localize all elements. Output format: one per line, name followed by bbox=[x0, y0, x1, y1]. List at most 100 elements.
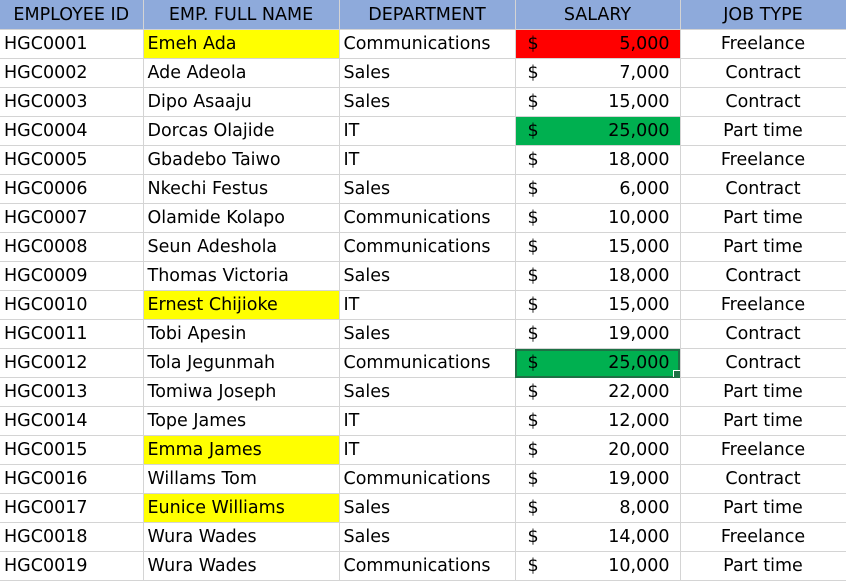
cell-salary[interactable]: $15,000 bbox=[515, 232, 681, 262]
cell-full-name[interactable]: Dipo Asaaju bbox=[143, 87, 340, 117]
cell-job-type[interactable]: Contract bbox=[680, 319, 846, 349]
cell-salary[interactable]: $18,000 bbox=[515, 145, 681, 175]
cell-department[interactable]: IT bbox=[339, 290, 516, 320]
cell-full-name[interactable]: Thomas Victoria bbox=[143, 261, 340, 291]
cell-department[interactable]: Sales bbox=[339, 319, 516, 349]
cell-employee-id[interactable]: HGC0004 bbox=[0, 116, 144, 146]
header-employee-id[interactable]: EMPLOYEE ID bbox=[0, 0, 144, 30]
cell-full-name[interactable]: Emma James bbox=[143, 435, 340, 465]
cell-job-type[interactable]: Contract bbox=[680, 261, 846, 291]
cell-salary[interactable]: $7,000 bbox=[515, 58, 681, 88]
cell-employee-id[interactable]: HGC0017 bbox=[0, 493, 144, 523]
cell-full-name[interactable]: Gbadebo Taiwo bbox=[143, 145, 340, 175]
cell-department[interactable]: Sales bbox=[339, 261, 516, 291]
cell-full-name[interactable]: Emeh Ada bbox=[143, 29, 340, 59]
cell-full-name[interactable]: Seun Adeshola bbox=[143, 232, 340, 262]
cell-department[interactable]: Sales bbox=[339, 174, 516, 204]
cell-department[interactable]: Sales bbox=[339, 87, 516, 117]
cell-employee-id[interactable]: HGC0008 bbox=[0, 232, 144, 262]
cell-salary[interactable]: $19,000 bbox=[515, 464, 681, 494]
cell-employee-id[interactable]: HGC0018 bbox=[0, 522, 144, 552]
cell-salary[interactable]: $10,000 bbox=[515, 551, 681, 581]
cell-full-name[interactable]: Olamide Kolapo bbox=[143, 203, 340, 233]
cell-job-type[interactable]: Part time bbox=[680, 406, 846, 436]
cell-job-type[interactable]: Contract bbox=[680, 87, 846, 117]
cell-salary[interactable]: $8,000 bbox=[515, 493, 681, 523]
cell-full-name[interactable]: Wura Wades bbox=[143, 551, 340, 581]
cell-employee-id[interactable]: HGC0015 bbox=[0, 435, 144, 465]
cell-full-name[interactable]: Wura Wades bbox=[143, 522, 340, 552]
cell-department[interactable]: IT bbox=[339, 116, 516, 146]
cell-full-name[interactable]: Tomiwa Joseph bbox=[143, 377, 340, 407]
cell-department[interactable]: Sales bbox=[339, 522, 516, 552]
cell-job-type[interactable]: Part time bbox=[680, 493, 846, 523]
cell-salary[interactable]: $5,000 bbox=[515, 29, 681, 59]
cell-department[interactable]: Sales bbox=[339, 493, 516, 523]
cell-job-type[interactable]: Part time bbox=[680, 377, 846, 407]
cell-employee-id[interactable]: HGC0019 bbox=[0, 551, 144, 581]
cell-employee-id[interactable]: HGC0012 bbox=[0, 348, 144, 378]
cell-employee-id[interactable]: HGC0002 bbox=[0, 58, 144, 88]
cell-salary[interactable]: $12,000 bbox=[515, 406, 681, 436]
fill-handle[interactable] bbox=[672, 370, 679, 377]
cell-job-type[interactable]: Freelance bbox=[680, 29, 846, 59]
cell-department[interactable]: Communications bbox=[339, 464, 516, 494]
cell-full-name[interactable]: Tope James bbox=[143, 406, 340, 436]
cell-salary[interactable]: $22,000 bbox=[515, 377, 681, 407]
cell-job-type[interactable]: Freelance bbox=[680, 145, 846, 175]
cell-salary[interactable]: $25,000 bbox=[515, 348, 681, 378]
cell-job-type[interactable]: Freelance bbox=[680, 435, 846, 465]
cell-employee-id[interactable]: HGC0010 bbox=[0, 290, 144, 320]
cell-job-type[interactable]: Part time bbox=[680, 551, 846, 581]
cell-salary[interactable]: $15,000 bbox=[515, 87, 681, 117]
cell-full-name[interactable]: Tola Jegunmah bbox=[143, 348, 340, 378]
cell-employee-id[interactable]: HGC0005 bbox=[0, 145, 144, 175]
cell-salary[interactable]: $18,000 bbox=[515, 261, 681, 291]
cell-job-type[interactable]: Part time bbox=[680, 116, 846, 146]
cell-department[interactable]: Sales bbox=[339, 377, 516, 407]
cell-job-type[interactable]: Contract bbox=[680, 174, 846, 204]
cell-job-type[interactable]: Freelance bbox=[680, 290, 846, 320]
cell-job-type[interactable]: Freelance bbox=[680, 522, 846, 552]
cell-full-name[interactable]: Nkechi Festus bbox=[143, 174, 340, 204]
cell-department[interactable]: Communications bbox=[339, 232, 516, 262]
cell-full-name[interactable]: Ernest Chijioke bbox=[143, 290, 340, 320]
cell-salary[interactable]: $14,000 bbox=[515, 522, 681, 552]
cell-employee-id[interactable]: HGC0001 bbox=[0, 29, 144, 59]
cell-job-type[interactable]: Contract bbox=[680, 348, 846, 378]
header-full-name[interactable]: EMP. FULL NAME bbox=[143, 0, 340, 30]
cell-employee-id[interactable]: HGC0011 bbox=[0, 319, 144, 349]
cell-full-name[interactable]: Ade Adeola bbox=[143, 58, 340, 88]
header-department[interactable]: DEPARTMENT bbox=[339, 0, 516, 30]
cell-department[interactable]: Communications bbox=[339, 203, 516, 233]
cell-job-type[interactable]: Contract bbox=[680, 58, 846, 88]
cell-job-type[interactable]: Part time bbox=[680, 232, 846, 262]
cell-employee-id[interactable]: HGC0009 bbox=[0, 261, 144, 291]
cell-department[interactable]: IT bbox=[339, 406, 516, 436]
cell-job-type[interactable]: Contract bbox=[680, 464, 846, 494]
cell-department[interactable]: IT bbox=[339, 145, 516, 175]
cell-employee-id[interactable]: HGC0014 bbox=[0, 406, 144, 436]
cell-salary[interactable]: $6,000 bbox=[515, 174, 681, 204]
header-salary[interactable]: SALARY bbox=[515, 0, 681, 30]
cell-full-name[interactable]: Dorcas Olajide bbox=[143, 116, 340, 146]
cell-department[interactable]: Communications bbox=[339, 348, 516, 378]
cell-salary[interactable]: $15,000 bbox=[515, 290, 681, 320]
cell-job-type[interactable]: Part time bbox=[680, 203, 846, 233]
cell-employee-id[interactable]: HGC0013 bbox=[0, 377, 144, 407]
cell-employee-id[interactable]: HGC0006 bbox=[0, 174, 144, 204]
header-job-type[interactable]: JOB TYPE bbox=[680, 0, 846, 30]
cell-department[interactable]: Communications bbox=[339, 551, 516, 581]
cell-full-name[interactable]: Eunice Williams bbox=[143, 493, 340, 523]
cell-salary[interactable]: $10,000 bbox=[515, 203, 681, 233]
cell-salary[interactable]: $25,000 bbox=[515, 116, 681, 146]
cell-employee-id[interactable]: HGC0016 bbox=[0, 464, 144, 494]
cell-full-name[interactable]: Tobi Apesin bbox=[143, 319, 340, 349]
cell-department[interactable]: Communications bbox=[339, 29, 516, 59]
cell-salary[interactable]: $19,000 bbox=[515, 319, 681, 349]
cell-employee-id[interactable]: HGC0007 bbox=[0, 203, 144, 233]
cell-department[interactable]: IT bbox=[339, 435, 516, 465]
cell-employee-id[interactable]: HGC0003 bbox=[0, 87, 144, 117]
cell-department[interactable]: Sales bbox=[339, 58, 516, 88]
cell-full-name[interactable]: Willams Tom bbox=[143, 464, 340, 494]
